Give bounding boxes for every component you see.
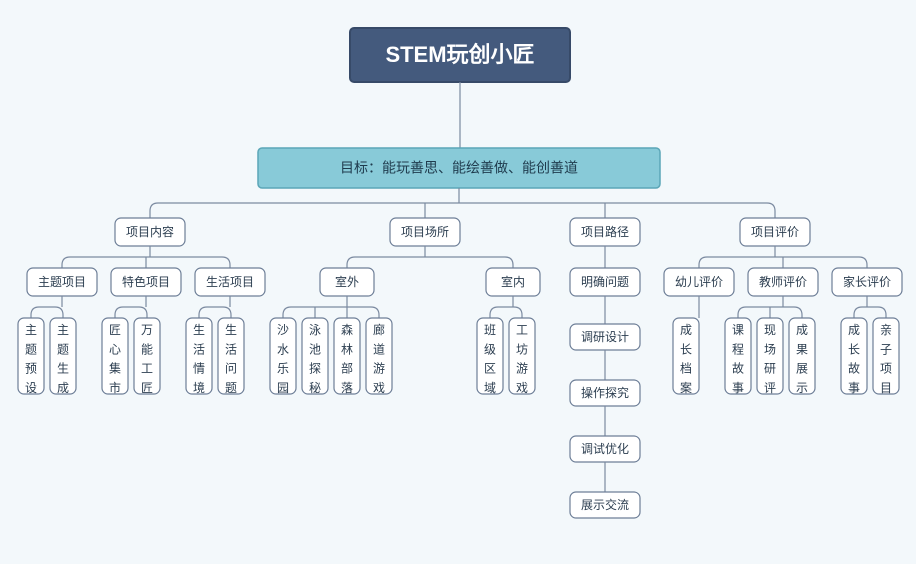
level2-path: 项目路径 bbox=[581, 224, 629, 239]
goal-text: 目标：能玩善思、能绘善做、能创善道 bbox=[340, 160, 578, 176]
level3-feature: 特色项目 bbox=[122, 274, 170, 289]
path-step-2: 调试优化 bbox=[581, 441, 629, 456]
level3-parent: 家长评价 bbox=[843, 274, 891, 289]
level2-place: 项目场所 bbox=[401, 225, 449, 239]
level3-life: 生活项目 bbox=[206, 275, 254, 289]
root-title: STEM玩创小匠 bbox=[385, 42, 534, 67]
path-step-1: 操作探究 bbox=[581, 385, 629, 400]
level3-child: 幼儿评价 bbox=[675, 275, 723, 289]
level3-p0: 明确问题 bbox=[581, 275, 629, 289]
level2-content: 项目内容 bbox=[126, 224, 174, 239]
level3-indoor: 室内 bbox=[501, 274, 525, 289]
level3-teacher: 教师评价 bbox=[759, 274, 807, 289]
path-step-3: 展示交流 bbox=[581, 497, 629, 512]
path-step-0: 调研设计 bbox=[581, 330, 629, 344]
level3-outdoor: 室外 bbox=[335, 274, 359, 289]
level3-topic: 主题项目 bbox=[38, 275, 86, 289]
level2-eval: 项目评价 bbox=[751, 225, 799, 239]
